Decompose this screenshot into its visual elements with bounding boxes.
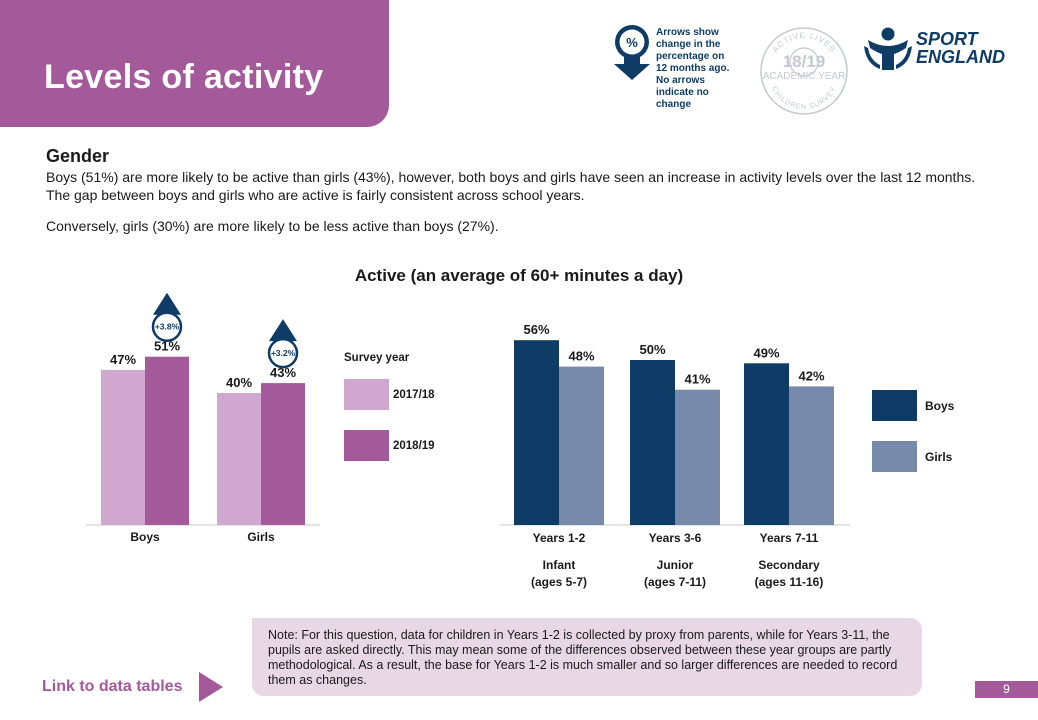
change-label: +3.8% bbox=[155, 322, 180, 332]
change-arrow-head bbox=[153, 292, 181, 315]
arrow-legend-line: Arrows show bbox=[656, 27, 719, 38]
section-heading: Gender bbox=[46, 146, 110, 166]
x-tick-label: Years 7-11 bbox=[760, 531, 819, 545]
data-label: 47% bbox=[110, 352, 136, 367]
title-banner: Levels of activity bbox=[0, 0, 389, 127]
paragraph-1: Boys (51%) are more likely to be active … bbox=[46, 169, 976, 203]
x-tick-label: Girls bbox=[247, 530, 275, 544]
x-tick-sublabel: (ages 11-16) bbox=[755, 575, 824, 589]
x-tick-sublabel: Secondary bbox=[758, 558, 820, 572]
x-tick-label: Years 3-6 bbox=[649, 531, 702, 545]
bar bbox=[789, 386, 834, 525]
legend-swatch bbox=[872, 441, 917, 472]
bar bbox=[261, 383, 305, 525]
logo-line-2: ENGLAND bbox=[916, 47, 1005, 67]
sport-england-emblem-icon bbox=[864, 27, 912, 70]
paragraph-2: Conversely, girls (30%) are more likely … bbox=[46, 218, 499, 234]
x-tick-label: Years 1-2 bbox=[533, 531, 586, 545]
legend-label: 2017/18 bbox=[393, 389, 435, 401]
bar bbox=[559, 366, 604, 525]
percent-arrow-icon: % bbox=[614, 25, 650, 80]
page-number: 9 bbox=[975, 681, 1038, 698]
survey-badge: ACTIVE LIVES CHILDREN SURVEY 18/19 ACADE… bbox=[757, 24, 851, 118]
bar bbox=[630, 360, 675, 525]
data-label: 50% bbox=[639, 342, 665, 357]
legend-swatch bbox=[344, 379, 389, 410]
legend-title: Survey year bbox=[344, 352, 410, 364]
arrow-legend: % Arrows show change in the percentage o… bbox=[612, 24, 742, 120]
legend-swatch bbox=[872, 390, 917, 421]
data-label: 56% bbox=[523, 322, 549, 337]
arrow-legend-line: change in the bbox=[656, 39, 721, 50]
sport-england-logo: SPORT ENGLAND bbox=[864, 26, 1014, 70]
data-label: 51% bbox=[154, 339, 180, 354]
change-label: +3.2% bbox=[271, 348, 296, 358]
x-tick-label: Boys bbox=[130, 530, 160, 544]
bar bbox=[101, 369, 145, 525]
data-label: 49% bbox=[753, 345, 779, 360]
data-label: 43% bbox=[270, 365, 296, 380]
data-label: 42% bbox=[798, 368, 824, 383]
x-tick-sublabel: Infant bbox=[543, 558, 576, 572]
arrow-legend-line: 12 months ago. bbox=[656, 63, 730, 74]
badge-seal-icon: ACTIVE LIVES CHILDREN SURVEY bbox=[760, 27, 848, 115]
logo-line-1: SPORT bbox=[916, 29, 978, 49]
change-arrow-head bbox=[269, 319, 297, 342]
bar bbox=[675, 389, 720, 525]
legend-label: 2018/19 bbox=[393, 440, 435, 452]
bar bbox=[744, 363, 789, 525]
legend-swatch bbox=[344, 430, 389, 461]
bar bbox=[514, 340, 559, 525]
chart-title: Active (an average of 60+ minutes a day) bbox=[354, 266, 684, 285]
arrow-legend-line: percentage on bbox=[656, 51, 725, 62]
methodology-note: Note: For this question, data for childr… bbox=[252, 618, 922, 696]
data-tables-link[interactable]: Link to data tables bbox=[42, 678, 183, 695]
arrow-legend-line: indicate no bbox=[656, 87, 709, 98]
link-arrow-icon[interactable] bbox=[199, 672, 223, 702]
badge-year: 18/19 bbox=[782, 52, 826, 71]
x-tick-sublabel: (ages 7-11) bbox=[644, 575, 706, 589]
x-tick-sublabel: Junior bbox=[657, 558, 694, 572]
legend-label: Girls bbox=[925, 450, 953, 464]
arrow-legend-line: change bbox=[656, 99, 692, 110]
data-label: 40% bbox=[226, 375, 252, 390]
bar bbox=[217, 393, 261, 525]
change-badge bbox=[267, 337, 299, 369]
badge-academic-year: ACADEMIC YEAR bbox=[762, 71, 846, 82]
data-label: 41% bbox=[684, 372, 710, 387]
page-title: Levels of activity bbox=[44, 58, 324, 96]
bar bbox=[145, 356, 189, 525]
percent-symbol: % bbox=[626, 35, 638, 50]
arrow-legend-text: Arrows show change in the percentage on … bbox=[656, 27, 746, 111]
legend-label: Boys bbox=[925, 399, 955, 413]
change-badge bbox=[151, 311, 183, 342]
data-label: 48% bbox=[568, 349, 594, 364]
x-tick-sublabel: (ages 5-7) bbox=[531, 575, 587, 589]
arrow-legend-line: No arrows bbox=[656, 75, 705, 86]
